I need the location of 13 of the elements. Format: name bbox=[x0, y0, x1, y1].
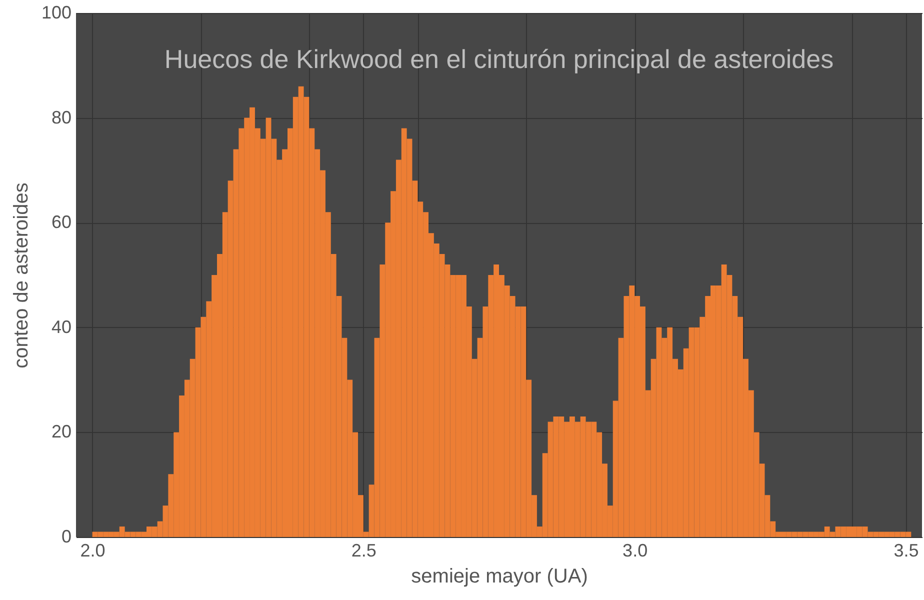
y-tick-label: 80 bbox=[51, 107, 72, 128]
x-tick-label: 2.0 bbox=[80, 540, 106, 560]
x-tick-label: 3.0 bbox=[622, 540, 648, 560]
text: Huecos de Kirkwood en el cinturón principal de asteroides bbox=[164, 44, 834, 74]
y-tick-label: 40 bbox=[51, 316, 72, 337]
x-tick-label: 3.5 bbox=[894, 540, 919, 560]
y-tick-label: 100 bbox=[41, 2, 72, 22]
y-tick-label: 60 bbox=[51, 212, 72, 232]
y-tick-label: 20 bbox=[51, 422, 72, 442]
x-axis-title: semieje mayor (UA) bbox=[411, 566, 588, 588]
y-axis-title: conteo de asteroides bbox=[10, 182, 32, 368]
y-tick-label: 0 bbox=[61, 526, 72, 546]
x-tick-label: 2.5 bbox=[351, 540, 376, 560]
